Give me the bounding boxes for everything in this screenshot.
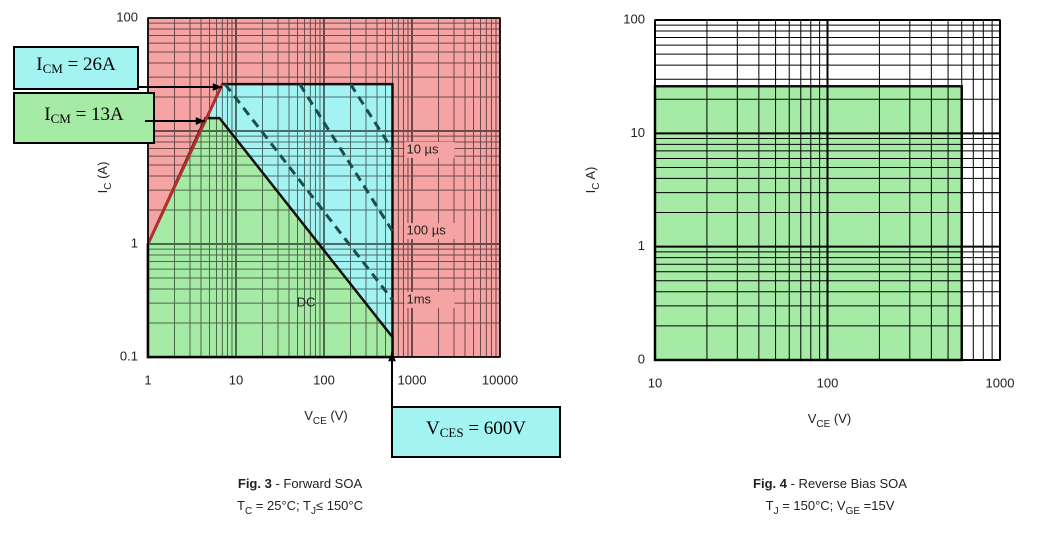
annotation-text-part: CM: [43, 61, 64, 76]
annotation-text: VCES = 600V: [426, 418, 526, 440]
y-axis-label-part: C: [591, 183, 602, 190]
x-tick-label: 1000: [398, 372, 427, 387]
caption-title: Fig. 4 - Reverse Bias SOA: [753, 476, 907, 491]
annotation-text-part: I: [36, 54, 42, 75]
x-axis-label-part: V: [304, 408, 313, 423]
y-tick-label: 1: [638, 238, 645, 253]
y-axis-label: IC (A): [95, 162, 113, 194]
x-tick-label: 1000: [986, 375, 1015, 390]
y-axis-label-part: (A): [95, 162, 110, 183]
y-axis-label: IC A): [583, 167, 601, 194]
y-axis-label-part: C: [103, 183, 114, 190]
x-tick-label: 10000: [482, 372, 518, 387]
x-axis-label-part: (V): [830, 411, 851, 426]
caption-subtitle-part: C: [245, 506, 252, 517]
annotation-text: ICM = 13A: [44, 104, 124, 126]
annotation-text-part: = 13A: [71, 104, 124, 125]
label-bg: [404, 223, 455, 240]
x-axis-label-part: (V): [327, 408, 348, 423]
grid: [654, 19, 1001, 361]
label-bg: [404, 141, 455, 158]
x-axis-label: VCE (V): [304, 408, 348, 426]
y-axis-label-part: I: [583, 190, 598, 194]
x-tick-label: 100: [313, 372, 335, 387]
series-label: 100 µs: [406, 223, 446, 238]
line: [146, 83, 224, 245]
annotation: ICM = 13A: [13, 92, 205, 144]
line: [223, 83, 394, 301]
caption-subtitle-part: = 25°C; T: [252, 498, 311, 513]
caption-subtitle: TJ = 150°C; VGE =15V: [766, 498, 895, 516]
y-tick-label: 10: [631, 125, 645, 140]
caption-subtitle-part: T: [237, 498, 245, 513]
annotation-box: [391, 406, 561, 458]
series-label: DC: [297, 294, 316, 309]
y-axis-label-part: A): [583, 167, 598, 183]
x-tick-label: 100: [817, 375, 839, 390]
caption-subtitle-part: T: [766, 498, 774, 513]
grid: [147, 17, 501, 358]
y-tick-label: 100: [116, 9, 138, 24]
series-label: 10 µs: [406, 141, 439, 156]
annotation-text-part: I: [44, 104, 50, 125]
x-tick-label: 10: [648, 375, 662, 390]
caption-subtitle-part: GE: [846, 506, 861, 517]
annotation-text-part: V: [426, 418, 440, 439]
caption-subtitle: TC = 25°C; TJ≤ 150°C: [237, 498, 363, 516]
caption-subtitle-part: J: [311, 506, 316, 517]
caption-title-part: Fig. 4: [753, 476, 788, 491]
x-axis-label-part: CE: [816, 419, 830, 430]
y-tick-label: 100: [623, 11, 645, 26]
x-axis-label-part: CE: [313, 416, 327, 427]
y-tick-label: 0: [638, 351, 645, 366]
caption-subtitle-part: J: [774, 506, 779, 517]
caption-subtitle-part: ≤ 150°C: [316, 498, 363, 513]
caption-title-part: Fig. 3: [238, 476, 272, 491]
chart: 10 100 1000 0 1 10 100 VCE (V) IC A) Fig. 4 - Rev…: [583, 11, 1014, 516]
annotation-text-part: CM: [51, 111, 72, 126]
y-tick-label: 0.1: [120, 348, 138, 363]
arrow-head: [212, 83, 222, 91]
annotation-text-part: = 26A: [63, 54, 116, 75]
series-label: 1ms: [406, 291, 431, 306]
area: [653, 85, 963, 362]
caption-title-part: - Reverse Bias SOA: [787, 476, 907, 491]
annotation: ICM = 26A: [13, 46, 222, 91]
y-axis-label-part: I: [95, 190, 110, 194]
y-tick-label: 1: [131, 235, 138, 250]
label-bg: [404, 291, 455, 308]
annotation-box: [13, 46, 139, 90]
arrow-head: [195, 117, 205, 125]
plot-border: [147, 17, 501, 358]
caption-title-part: - Forward SOA: [272, 476, 363, 491]
x-tick-label: 1: [144, 372, 151, 387]
caption-subtitle-part: = 150°C; V: [779, 498, 846, 513]
x-axis-label-part: V: [808, 411, 817, 426]
plot-border: [654, 19, 1001, 361]
caption-subtitle-part: =15V: [860, 498, 895, 513]
arrow-head: [388, 352, 396, 362]
line: [349, 83, 394, 151]
x-axis-label: VCE (V): [808, 411, 852, 429]
annotation-text-part: = 600V: [464, 418, 527, 439]
annotation: VCES = 600V: [388, 352, 561, 458]
annotation-text: ICM = 26A: [36, 54, 116, 76]
annotation-box: [13, 92, 155, 144]
caption-title: Fig. 3 - Forward SOA: [238, 476, 363, 491]
x-tick-label: 10: [229, 372, 243, 387]
annotation-text-part: CES: [440, 425, 464, 440]
